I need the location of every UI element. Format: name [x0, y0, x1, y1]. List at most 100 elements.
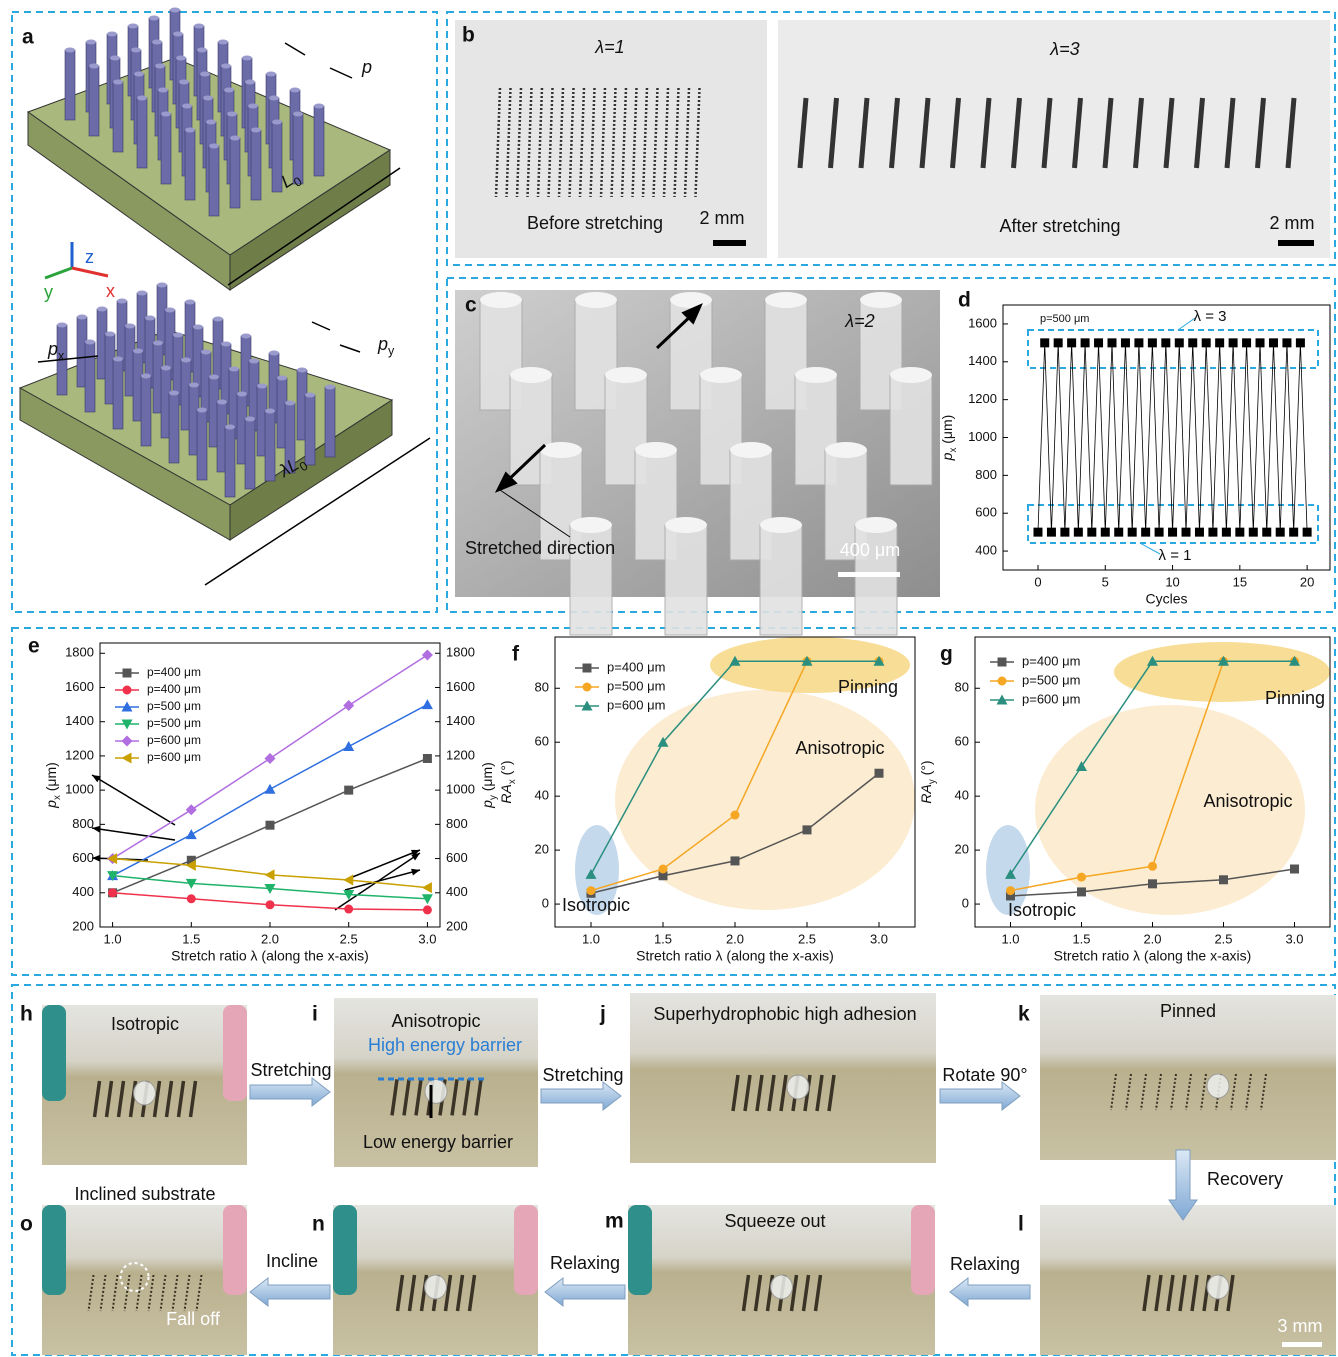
pillar-top [510, 367, 552, 383]
pillar-top [209, 375, 219, 380]
marker [1134, 338, 1143, 347]
caption: Stretched direction [465, 538, 615, 558]
pillar-top [325, 385, 335, 390]
panel-label: k [1018, 1003, 1030, 1026]
y-tick-label: 1800 [446, 645, 475, 660]
scale-bar [1278, 240, 1314, 246]
pillar-top [182, 104, 192, 109]
pillar-top [795, 367, 837, 383]
pillar-top [161, 112, 171, 117]
marker [1235, 528, 1244, 537]
pillar-top [157, 283, 167, 288]
y-tick-label: 20 [535, 842, 549, 857]
x-tick-label: 1.5 [654, 931, 672, 946]
x-tick-label: 2.0 [726, 931, 744, 946]
pillar-top [575, 292, 617, 308]
marker [423, 905, 432, 914]
pillar-top [229, 367, 239, 372]
pillar [141, 376, 151, 446]
marker [803, 825, 812, 834]
droplet [1207, 1275, 1229, 1299]
photo-text: Fall off [166, 1309, 221, 1329]
clamp [628, 1205, 652, 1295]
pillar-top [825, 442, 867, 458]
pillar-top [635, 442, 677, 458]
marker [1249, 528, 1258, 537]
axis-y-label: y [44, 282, 53, 302]
x-tick-label: 0 [1034, 574, 1041, 589]
marker [1215, 338, 1224, 347]
pillar-top [227, 112, 237, 117]
pillar-top [193, 325, 203, 330]
axis-x-label: x [106, 281, 115, 301]
clamp [223, 1005, 247, 1101]
pillar [169, 393, 179, 463]
pillar-top [665, 517, 707, 533]
pillar-top [107, 32, 117, 37]
pillar [209, 146, 219, 216]
pillar-top [285, 401, 295, 406]
pillar-top [197, 48, 207, 53]
y-tick-label: 1400 [968, 353, 997, 368]
pillar-top [134, 72, 144, 77]
droplet [134, 1081, 156, 1105]
pillar-top [277, 376, 287, 381]
photo-panel: mSqueeze out [605, 1205, 935, 1355]
y-tick-label: 80 [955, 680, 969, 695]
pillar-top [113, 80, 123, 85]
marker [1182, 528, 1191, 537]
legend-label: p=400 μm [147, 682, 201, 696]
pillar-top [540, 442, 582, 458]
marker [1040, 338, 1049, 347]
pillar-top [176, 56, 186, 61]
pillar [113, 359, 123, 429]
marker [1289, 528, 1298, 537]
y-tick-label: 60 [535, 734, 549, 749]
marker [998, 677, 1007, 686]
marker [998, 658, 1007, 667]
y-tick-label: 40 [955, 788, 969, 803]
pillar-top [290, 88, 300, 93]
panel-label: j [599, 1003, 606, 1026]
annotation: Pinning [838, 677, 898, 697]
marker [1087, 528, 1096, 537]
x-tick-label: 3.0 [870, 931, 888, 946]
panel-label: o [20, 1213, 33, 1236]
pillar-top [153, 341, 163, 346]
marker [266, 821, 275, 830]
marker [1303, 528, 1312, 537]
y-tick-label: 1400 [446, 713, 475, 728]
droplet [425, 1275, 447, 1299]
marker [1219, 875, 1228, 884]
pillar-top [197, 408, 207, 413]
marker [583, 664, 592, 673]
marker [1141, 528, 1150, 537]
pillar-top [194, 24, 204, 29]
pillar [325, 387, 335, 457]
marker [1108, 338, 1117, 347]
pillar-top [224, 88, 234, 93]
photo-panel: n [312, 1205, 538, 1355]
x-tick-label: 2.5 [340, 931, 358, 946]
photo-panel: oInclined substrateFall off [20, 1184, 247, 1355]
marker [1229, 338, 1238, 347]
pillar-top [137, 291, 147, 296]
pillar [760, 525, 802, 635]
marker [266, 900, 275, 909]
marker [1067, 338, 1076, 347]
text-piece: RA [918, 784, 934, 803]
pillar-top [77, 315, 87, 320]
photo-text: Anisotropic [391, 1011, 480, 1031]
y-tick-label: 1400 [65, 713, 94, 728]
legend-label: p=600 μm [1022, 691, 1080, 706]
text-piece: (°) [918, 760, 934, 779]
pillar-top [206, 120, 216, 125]
pillar [185, 130, 195, 200]
photo-text: Squeeze out [724, 1211, 825, 1231]
clamp [911, 1205, 935, 1295]
y-tick-label: 800 [72, 816, 94, 831]
marker [344, 786, 353, 795]
pillar [245, 419, 255, 489]
y-tick-label: 400 [72, 884, 94, 899]
pillar-top [293, 112, 303, 117]
